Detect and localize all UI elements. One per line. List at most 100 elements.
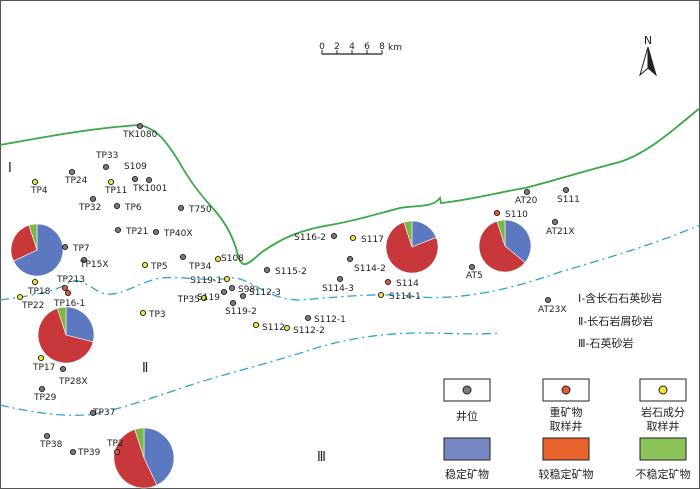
pie-west-slice-unstable [28,223,38,251]
well-label: TP34 [188,262,212,272]
pie-at5-slice-stable [504,219,532,263]
well-label: S116-2 [294,233,326,243]
legend-unstable-swatch [639,437,687,461]
well-marker-well [152,228,160,236]
pie-s114-slice-unstable [403,220,413,248]
well-label: TP2 [106,439,124,449]
zone-label-1: Ⅰ [8,161,12,176]
legend-rock-symbol [658,385,668,395]
well-label: TP22 [21,301,44,311]
well-marker-well [59,365,67,373]
legend-unstable-label: 不稳定矿物 [636,467,691,481]
well-marker-rock [214,255,222,263]
well-marker-well [304,314,312,322]
well-marker-rock [139,309,147,317]
well-label: TP7 [72,244,90,254]
legend-less-stable-swatch [542,437,590,461]
well-label: TP35 [177,295,200,305]
well-label: TP11 [104,186,127,196]
well-label: TP17 [32,363,55,373]
legend-rock-label-2: 取样井 [647,419,680,433]
legend-well-symbol [462,385,472,395]
legend-heavy-label-1: 重矿物 [550,405,583,419]
well-marker-rock [200,294,208,302]
well-marker-rock [31,278,39,286]
zone-label-2: Ⅱ [142,361,148,376]
well-label: S119 [197,293,220,303]
pie-tp16-chart [37,306,95,364]
well-marker-well [114,226,122,234]
scale-tick-label: 8 [379,42,385,52]
well-marker-well [346,255,354,263]
well-label: TP33 [95,151,118,161]
pie-west-slice-less-stable [10,224,38,262]
well-label: S112-1 [314,315,346,325]
legend-well-label: 井位 [456,409,478,423]
zone-boundary-2-3 [0,332,501,416]
zone-legend-item-1: Ⅰ-含长石石英砂岩 [578,291,662,305]
well-label: TP5 [150,262,168,272]
well-label: S108 [221,254,244,264]
well-marker-well [38,385,46,393]
well-label: AT21X [546,227,575,237]
legend-rock-label-1: 岩石成分 [641,405,685,419]
pie-tp16-slice-unstable [56,306,67,336]
scale-tick-label: 4 [349,42,355,52]
well-marker-well [89,195,97,203]
study-area-boundary [0,107,700,266]
well-marker-well [336,275,344,283]
north-arrow-icon: N [639,34,657,77]
pie-at5-slice-less-stable [478,220,526,273]
well-label: S119-1 [190,276,222,286]
well-label: S114 [396,279,419,289]
zone-legend: Ⅰ-含长石石英砂岩 Ⅱ-长石岩屑砂岩 Ⅲ-石英砂岩 [578,291,662,350]
well-label: TP21 [125,227,148,237]
well-marker-well [68,168,76,176]
well-label: S111 [557,195,580,205]
well-marker-well [145,176,153,184]
zone-boundary-1-2 [0,224,700,301]
pie-tp2-slice-less-stable [113,429,158,489]
scale-unit: km [388,43,402,53]
well-label: S110 [505,210,528,220]
pie-s114-chart [385,220,439,274]
well-marker-well [113,202,121,210]
well-label: TP28X [58,377,88,387]
well-marker-rock [377,291,385,299]
well-label: S112-2 [293,326,325,336]
well-marker-rock [252,321,260,329]
zone-legend-item-2: Ⅱ-长石岩屑砂岩 [578,314,653,328]
well-marker-rock [223,275,231,283]
legend-stable-label: 稳定矿物 [445,467,489,481]
well-label: S114-2 [354,264,386,274]
scale-bar: 0 2 4 6 8 km [319,42,402,55]
well-marker-well [179,253,187,261]
well-marker-well [468,263,476,271]
well-label: TP18 [27,287,51,297]
well-label: TP3 [148,310,166,320]
well-marker-heavy [113,448,121,456]
well-label: S114-1 [389,292,421,302]
north-label: N [644,34,652,47]
well-marker-well [43,432,51,440]
legend-heavy-symbol [561,385,571,395]
symbol-legend: 井位 重矿物 取样井 岩石成分 取样井 稳定矿物 较稳定矿物 不稳定矿物 [443,378,691,481]
pie-tp2-slice-unstable [134,427,145,459]
pie-west-chart [10,223,64,277]
well-layer: TK1080 TP33 TP24 TP4 S109 TP11 TK1001 TP32 TP6 T7… [16,122,580,458]
well-marker-well [61,243,69,251]
pie-tp16-slice-less-stable [37,307,94,364]
well-marker-well [551,218,559,226]
well-label: TP29 [33,393,57,403]
well-marker-well [131,175,139,183]
well-marker-well [544,296,552,304]
well-label: S114-3 [322,284,354,294]
well-marker-heavy [64,289,72,297]
scale-tick-label: 2 [334,42,340,52]
well-marker-well [239,292,247,300]
zone-label-3: Ⅲ [317,450,326,465]
well-label: TP4 [30,186,48,196]
well-label: S112-3 [249,288,281,298]
